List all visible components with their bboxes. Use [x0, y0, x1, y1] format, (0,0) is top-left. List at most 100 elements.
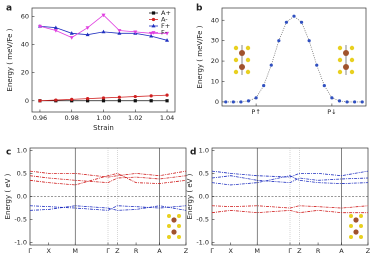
marker	[315, 63, 319, 67]
structure-inset	[167, 45, 363, 239]
x-tick-label: Γ	[106, 247, 110, 255]
x-tick-label: 1.04	[160, 114, 174, 122]
marker	[284, 20, 289, 24]
marker	[345, 100, 349, 104]
series-line	[211, 175, 369, 184]
marker	[353, 100, 357, 104]
y-tick-label: 40	[21, 41, 29, 49]
x-axis-label: Strain	[93, 124, 114, 132]
marker	[37, 24, 42, 29]
x-tick-label: 0.98	[64, 114, 78, 122]
y-tick-label: 0.0	[199, 193, 209, 201]
x-tick-label: Γ	[288, 247, 292, 255]
x-tick-label: A	[339, 247, 344, 255]
y-tick-label: 0	[25, 97, 29, 105]
marker	[330, 96, 334, 100]
marker	[117, 29, 122, 33]
x-tick-label: Z	[297, 247, 302, 255]
marker	[85, 26, 90, 30]
y-tick-label: -0.5	[14, 216, 27, 224]
y-tick-label: -1.0	[196, 239, 209, 247]
x-tick-label: Γ	[28, 247, 32, 255]
marker	[165, 93, 169, 97]
marker	[70, 97, 74, 101]
marker	[292, 14, 296, 18]
legend-label: A+	[161, 9, 171, 17]
series-line	[29, 170, 187, 178]
y-tick-label: 10	[211, 78, 219, 86]
marker	[117, 31, 122, 35]
x-tick-label: Z	[115, 247, 120, 255]
legend-marker	[151, 17, 156, 22]
marker	[101, 99, 106, 103]
marker	[149, 99, 153, 103]
panel-label: c	[6, 148, 11, 158]
panel-label: a	[6, 4, 12, 14]
y-tick-label: 40	[211, 16, 219, 24]
marker	[307, 39, 311, 43]
y-tick-label: 0.5	[199, 169, 209, 177]
series-line	[29, 205, 187, 211]
marker	[101, 96, 106, 100]
marker	[165, 38, 170, 42]
y-axis-label: Energy ( eV )	[186, 173, 194, 219]
marker	[117, 99, 121, 103]
series-line	[29, 205, 187, 211]
x-tick-label: 1.02	[128, 114, 142, 122]
y-tick-label: 0.0	[17, 193, 27, 201]
marker	[69, 31, 74, 35]
marker	[360, 100, 364, 104]
marker	[133, 30, 138, 35]
marker	[277, 39, 281, 43]
x-tick-label: M	[72, 247, 78, 255]
series-line	[29, 172, 187, 186]
x-tick-label: X	[46, 247, 51, 255]
x-tick-label: P↑	[251, 108, 260, 116]
y-tick-label: 0.5	[17, 169, 27, 177]
plot-frame	[221, 7, 367, 107]
y-tick-label: 0	[215, 98, 219, 106]
marker	[299, 20, 304, 24]
marker	[101, 29, 106, 34]
marker	[337, 99, 342, 103]
marker	[101, 13, 106, 18]
marker	[231, 100, 235, 104]
marker	[149, 33, 154, 38]
marker	[322, 83, 326, 88]
y-tick-label: -0.5	[196, 216, 209, 224]
y-axis-label: Energy ( meV/Fe )	[6, 28, 14, 91]
marker	[86, 99, 90, 103]
panel: a Strain Energy ( meV/Fe ) 0 20 40 60 0.96 0.98 1…	[6, 4, 176, 132]
x-tick-label: Z	[366, 247, 371, 255]
x-tick-label: P↓	[327, 108, 336, 116]
marker	[117, 95, 121, 99]
x-tick-label: 1.00	[96, 114, 110, 122]
marker	[133, 94, 137, 99]
marker	[269, 63, 273, 67]
x-tick-label: X	[228, 247, 233, 255]
series-line	[211, 175, 369, 186]
marker	[165, 31, 170, 36]
legend-marker	[151, 31, 156, 35]
marker	[149, 94, 153, 98]
x-tick-label: R	[316, 247, 321, 255]
y-tick-label: 20	[211, 57, 219, 65]
marker	[165, 99, 169, 103]
marker	[246, 99, 251, 103]
panel-label: d	[190, 148, 196, 158]
panel-label: b	[196, 4, 203, 14]
y-tick-label: 1.0	[199, 146, 209, 154]
y-tick-label: 30	[211, 37, 219, 45]
legend-marker	[151, 23, 156, 28]
marker	[85, 32, 90, 37]
marker	[86, 97, 90, 101]
x-tick-label: R	[134, 247, 139, 255]
legend-label: F-	[161, 29, 168, 37]
legend-label: A-	[161, 16, 168, 24]
marker	[224, 100, 228, 104]
panel: b Energy ( meV/Fe ) 0 10 20 30 40 P↑ P↓	[196, 4, 367, 116]
marker	[53, 25, 58, 30]
series-line	[39, 14, 168, 38]
